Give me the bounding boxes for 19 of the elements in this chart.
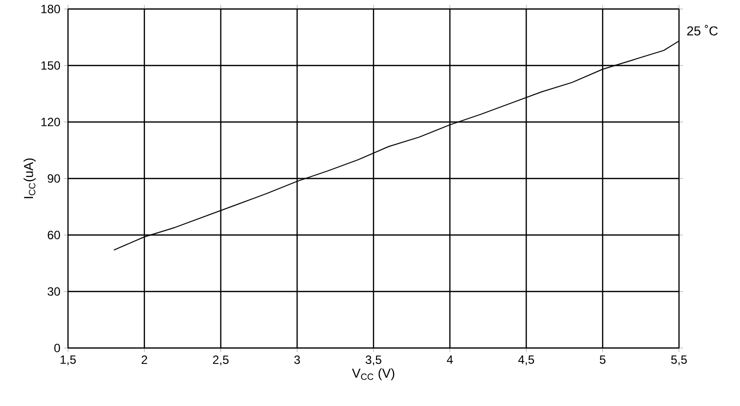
x-tick-label: 3,5 — [366, 356, 382, 366]
x-tick-label: 2,5 — [213, 356, 229, 366]
annotation: 25 ˚C — [687, 24, 718, 36]
y-tick-label: 30 — [48, 287, 60, 296]
y-tick-label: 60 — [48, 230, 60, 240]
x-tick-label: 2 — [142, 356, 148, 364]
y-tick-label: 150 — [41, 61, 60, 70]
x-tick-label: 3 — [294, 356, 300, 364]
y-tick-label: 180 — [41, 4, 60, 14]
x-tick-label: 5,5 — [671, 356, 687, 366]
x-axis-title: V$_{CC}$ (V) — [352, 368, 394, 380]
y-axis-title: I$_{CC}$(uA) — [24, 158, 36, 198]
x-tick-label: 4,5 — [518, 356, 534, 366]
x-tick-label: 5 — [600, 356, 606, 364]
x-tick-label: 4 — [446, 356, 453, 364]
y-tick-label: 0 — [54, 344, 60, 352]
x-tick-label: 1,5 — [60, 356, 76, 366]
y-tick-label: 90 — [48, 174, 60, 183]
y-tick-label: 120 — [41, 118, 60, 126]
